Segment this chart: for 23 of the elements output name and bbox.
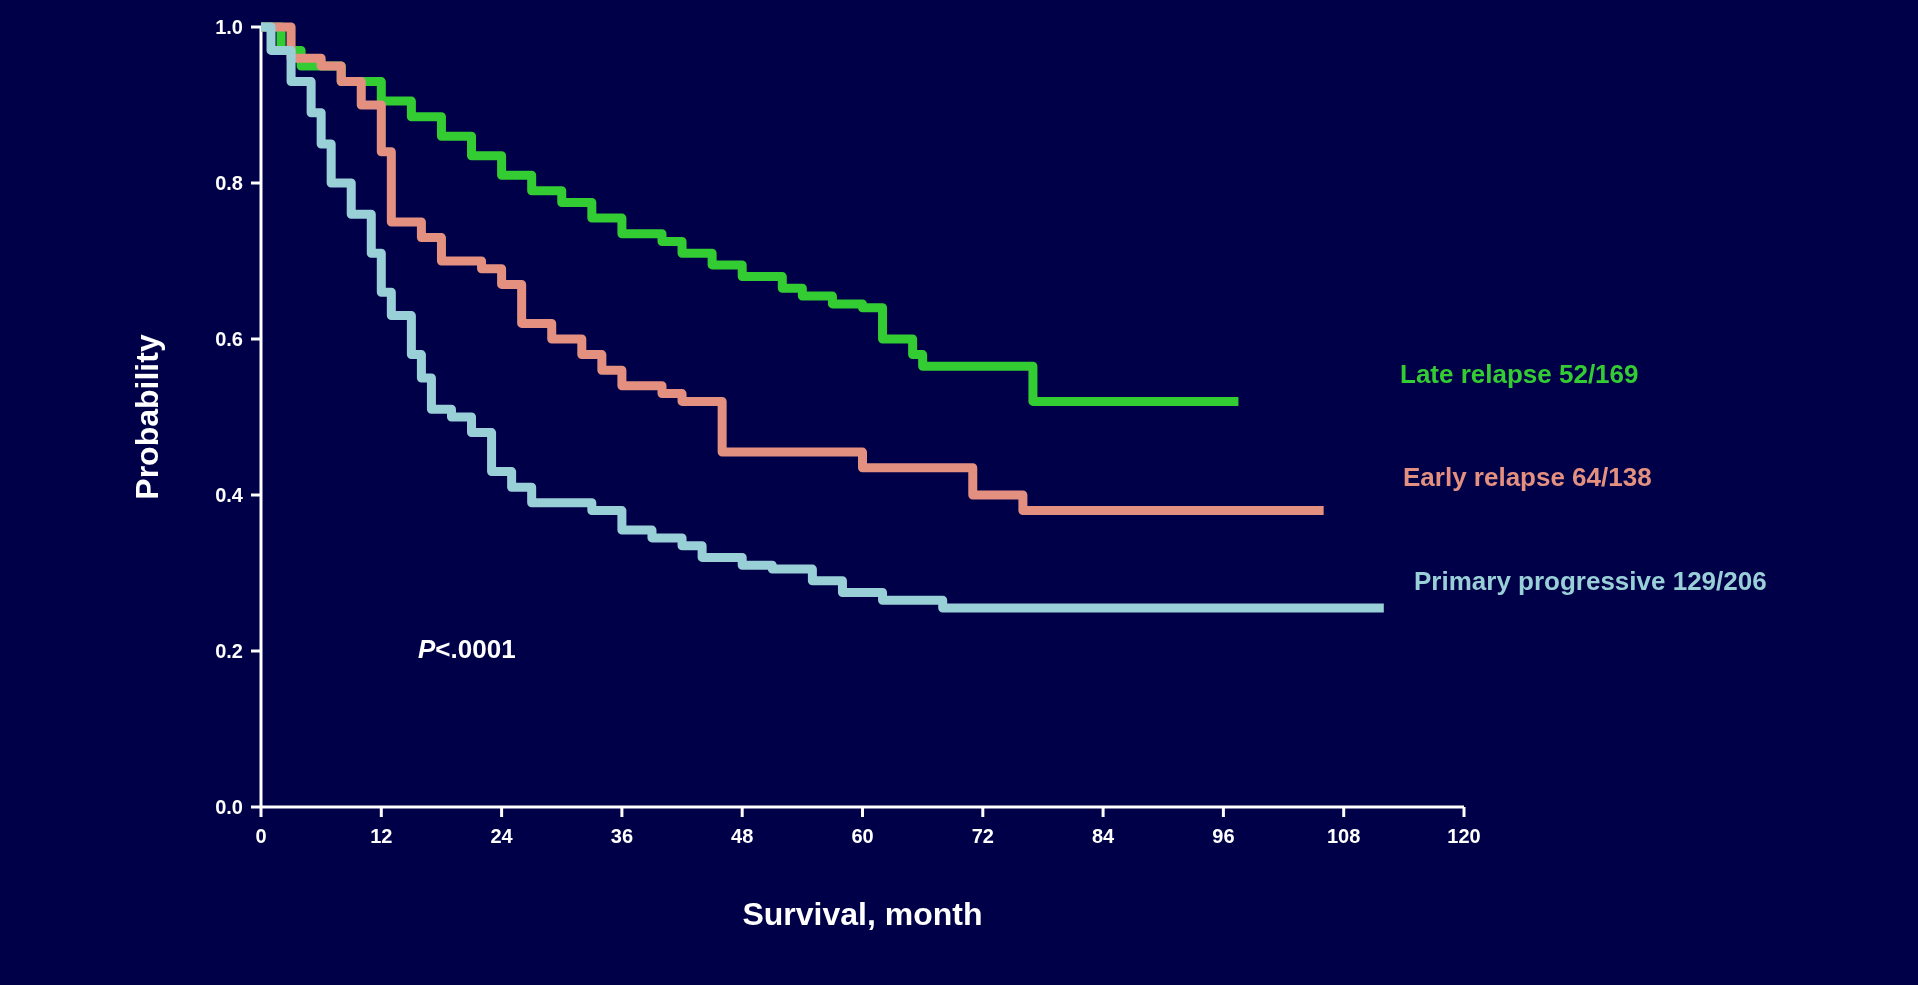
x-tick-label: 108 bbox=[1327, 825, 1361, 847]
annotation: P<.0001 bbox=[418, 634, 516, 664]
y-tick-label: 0.4 bbox=[215, 484, 244, 506]
x-tick-label: 36 bbox=[610, 825, 634, 847]
x-tick-label: 12 bbox=[370, 825, 393, 847]
x-tick-label: 96 bbox=[1212, 825, 1235, 847]
y-tick-label: 0.6 bbox=[215, 328, 243, 350]
y-tick-label: 0.0 bbox=[215, 796, 243, 818]
y-axis-title: Probability bbox=[129, 334, 165, 500]
series-label: Primary progressive 129/206 bbox=[1414, 566, 1767, 596]
x-tick-label: 0 bbox=[255, 825, 267, 847]
text: Early relapse 64/138 bbox=[1403, 462, 1652, 492]
x-tick-label: 84 bbox=[1091, 825, 1116, 847]
text: Late relapse 52/169 bbox=[1400, 359, 1639, 389]
y-tick-label: 1.0 bbox=[215, 16, 243, 38]
x-tick-label: 120 bbox=[1447, 825, 1481, 847]
y-tick-label: 0.8 bbox=[215, 172, 243, 194]
x-tick-label: 72 bbox=[971, 825, 994, 847]
x-tick-label: 60 bbox=[851, 825, 874, 847]
x-axis-title: Survival, month bbox=[742, 896, 983, 932]
y-tick-label: 0.2 bbox=[215, 640, 243, 662]
x-tick-label: 48 bbox=[731, 825, 754, 847]
x-tick-label: 24 bbox=[490, 825, 514, 847]
